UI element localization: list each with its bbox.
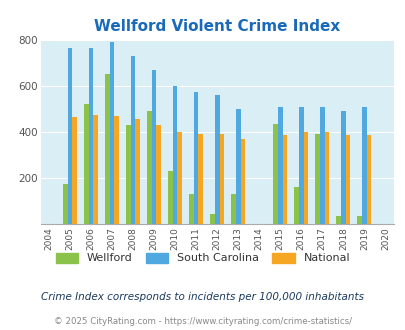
Bar xyxy=(114,116,119,224)
Bar xyxy=(147,111,151,224)
Bar xyxy=(303,132,307,224)
Bar xyxy=(156,125,161,224)
Bar xyxy=(84,104,89,224)
Bar xyxy=(210,214,214,224)
Bar xyxy=(298,107,303,224)
Bar xyxy=(277,107,282,224)
Bar xyxy=(356,216,361,224)
Bar xyxy=(219,134,224,224)
Bar xyxy=(340,111,345,224)
Bar xyxy=(361,107,366,224)
Bar xyxy=(109,42,114,224)
Bar xyxy=(315,134,319,224)
Bar xyxy=(214,95,219,224)
Bar xyxy=(105,74,109,224)
Bar xyxy=(126,125,130,224)
Bar xyxy=(273,124,277,224)
Bar xyxy=(168,171,173,224)
Bar xyxy=(89,48,93,224)
Bar xyxy=(294,187,298,224)
Bar xyxy=(194,91,198,224)
Bar xyxy=(336,216,340,224)
Bar xyxy=(366,135,371,224)
Bar xyxy=(198,134,202,224)
Bar xyxy=(189,194,194,224)
Bar xyxy=(231,194,235,224)
Bar xyxy=(177,132,182,224)
Bar xyxy=(319,107,324,224)
Text: Crime Index corresponds to incidents per 100,000 inhabitants: Crime Index corresponds to incidents per… xyxy=(41,292,364,302)
Legend: Wellford, South Carolina, National: Wellford, South Carolina, National xyxy=(55,253,350,263)
Bar xyxy=(72,117,77,224)
Bar xyxy=(324,132,328,224)
Bar xyxy=(63,184,68,224)
Bar xyxy=(240,139,245,224)
Bar xyxy=(235,109,240,224)
Title: Wellford Violent Crime Index: Wellford Violent Crime Index xyxy=(94,19,339,34)
Bar xyxy=(130,56,135,224)
Bar xyxy=(173,86,177,224)
Bar xyxy=(345,135,350,224)
Bar xyxy=(151,70,156,224)
Bar xyxy=(68,48,72,224)
Bar xyxy=(93,115,98,224)
Bar xyxy=(135,119,140,224)
Text: © 2025 CityRating.com - https://www.cityrating.com/crime-statistics/: © 2025 CityRating.com - https://www.city… xyxy=(54,317,351,326)
Bar xyxy=(282,135,286,224)
